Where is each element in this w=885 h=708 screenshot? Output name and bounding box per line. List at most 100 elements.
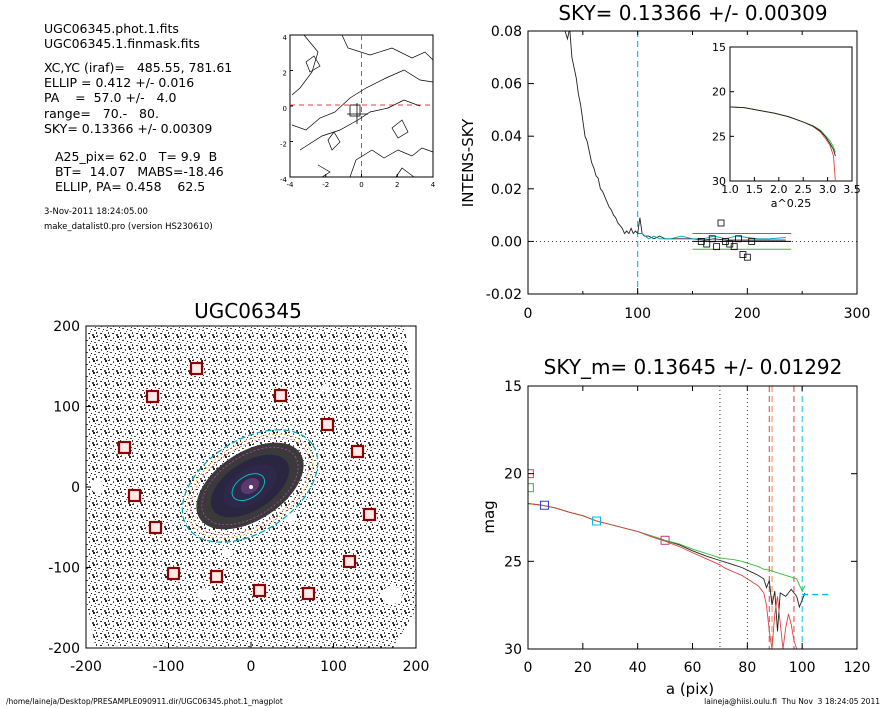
y-tick-label: -2 — [280, 141, 287, 149]
galaxy-image-panel: UGC06345 — [48, 299, 429, 675]
x-tick-label: -4 — [287, 181, 295, 189]
sky-plot-title: SKY= 0.13366 +/- 0.00309 — [558, 1, 827, 25]
intens-sky-plot: SKY= 0.13366 +/- 0.00309 INTENS-SKY 0 100… — [459, 1, 870, 322]
x-tick-label: 100 — [624, 306, 651, 322]
inset-series — [730, 106, 836, 157]
y-tick-label: 4 — [283, 34, 288, 42]
inset-inner — [730, 106, 836, 181]
y-tick-label: 0 — [71, 480, 80, 496]
x-tick-label: -2 — [322, 181, 329, 189]
image-ticks: -200 -100 0 100 200 200 100 0 -100 -200 — [48, 319, 429, 675]
x-tick-label: 40 — [629, 660, 647, 676]
magnitude-series — [528, 503, 798, 649]
x-tick-label: 20 — [574, 660, 592, 676]
y-tick-label: 15 — [504, 379, 522, 395]
sky-point — [703, 240, 711, 248]
y-tick-label: 0.04 — [491, 129, 522, 145]
y-tick-label: 200 — [53, 319, 80, 335]
sky-boxes — [117, 361, 377, 601]
sky-point — [735, 235, 742, 243]
sky-point — [713, 243, 721, 251]
sky-point — [730, 243, 738, 251]
header-line: ELLIP, PA= 0.458 62.5 — [55, 179, 206, 194]
profile-marker — [660, 535, 670, 545]
profile-marker — [539, 500, 549, 510]
image-title: UGC06345 — [194, 299, 302, 323]
x-tick-label: 2.5 — [794, 183, 812, 196]
y-tick-label: 0.02 — [491, 182, 522, 198]
x-tick-label: -100 — [153, 659, 185, 675]
user-stamp: laineja@hiisi.oulu.fi Thu Nov 3 18:24:05… — [704, 697, 880, 706]
sky-point — [708, 235, 716, 243]
y-tick-label: 0.06 — [491, 77, 522, 93]
profile-marker — [592, 516, 602, 526]
header-line: ELLIP = 0.412 +/- 0.016 — [44, 75, 195, 90]
x-tick-label: 300 — [844, 306, 871, 322]
y-tick-label: 30 — [504, 642, 522, 658]
header-line: A25_pix= 62.0 T= 9.9 B — [55, 149, 218, 164]
p2-inner — [528, 386, 830, 649]
galaxy-center — [249, 485, 253, 489]
y-tick-label: -200 — [48, 641, 80, 657]
inset-y-tick-label: 20 — [712, 86, 726, 99]
mag-plot-series — [528, 386, 830, 649]
intensity-series — [560, 31, 786, 241]
magnitude-profile-plot: SKY_m= 0.13645 +/- 0.01292 mag a (pix) 0… — [480, 355, 870, 698]
p1-inner — [528, 31, 857, 294]
inset-y-tick-label: 30 — [712, 175, 726, 188]
file-path: /home/laineja/Desktop/PRESAMPLE090911.di… — [6, 697, 283, 706]
y-tick-label: 25 — [504, 554, 522, 570]
y-tick-label: 0.08 — [491, 24, 522, 40]
y-tick-label: -0.02 — [486, 287, 522, 303]
inset-plot: 1.0 1.5 2.0 2.5 3.0 3.5 15 20 25 30 a^0.25 — [712, 41, 861, 210]
x-tick-label: 2 — [395, 181, 399, 189]
inset-xlabel: a^0.25 — [771, 197, 811, 210]
x-tick-label: 200 — [403, 659, 430, 675]
header-line: BT= 14.07 MABS=-18.46 — [55, 164, 224, 179]
header-line: PA = 57.0 +/- 4.0 — [44, 90, 177, 105]
mag-plot-frame — [527, 385, 858, 650]
x-tick-label: 100 — [320, 659, 347, 675]
magnitude-series — [528, 503, 806, 593]
mag-plot-ylabel: mag — [480, 500, 498, 533]
contour-center-box — [349, 104, 361, 117]
x-tick-label: 0 — [247, 659, 256, 675]
y-tick-label: 20 — [504, 467, 522, 483]
sky-point — [717, 219, 725, 227]
x-tick-label: 3.5 — [843, 183, 861, 196]
sky-point — [743, 253, 751, 261]
sky-point — [748, 237, 756, 245]
x-tick-label: 0 — [524, 660, 533, 676]
x-tick-label: 200 — [734, 306, 761, 322]
mag-plot-title: SKY_m= 0.13645 +/- 0.01292 — [544, 355, 843, 379]
isophote-contour-panel: -4 -2 0 2 4 4 2 0 -2 -4 — [280, 34, 436, 189]
mag-plot-xlabel: a (pix) — [666, 680, 714, 698]
header-line: SKY= 0.13366 +/- 0.00309 — [44, 121, 213, 136]
inset-y-tick-label: 25 — [712, 130, 726, 143]
y-tick-label: -4 — [280, 176, 288, 184]
y-tick-label: 0.00 — [491, 234, 522, 250]
y-tick-label: -100 — [48, 561, 80, 577]
sky-plot-ylabel: INTENS-SKY — [459, 118, 477, 207]
header-line: UGC06345.1.finmask.fits — [44, 36, 200, 51]
inset-y-tick-label: 15 — [712, 41, 726, 54]
x-tick-label: 1.0 — [721, 183, 739, 196]
x-tick-label: 2.0 — [770, 183, 788, 196]
x-tick-label: 100 — [789, 660, 816, 676]
x-tick-label: 4 — [431, 181, 436, 189]
x-tick-label: 1.5 — [746, 183, 764, 196]
program-version: make_datalist0.pro (version HS230610) — [44, 222, 213, 232]
x-tick-label: 120 — [844, 660, 871, 676]
run-date: 3-Nov-2011 18:24:05.00 — [44, 207, 148, 217]
x-tick-label: 80 — [738, 660, 756, 676]
y-tick-label: 0 — [283, 105, 287, 113]
x-tick-label: 0 — [359, 181, 363, 189]
x-tick-label: 60 — [684, 660, 702, 676]
contour-lines — [291, 34, 434, 178]
magnitude-series — [528, 503, 806, 632]
header-line: range= 70.- 80. — [44, 106, 159, 121]
x-tick-label: 0 — [524, 306, 533, 322]
sky-plot-ticks: 0 100 200 300 0.08 0.06 0.04 0.02 0.00 -0.02 — [486, 24, 871, 322]
y-tick-label: 100 — [53, 400, 80, 416]
